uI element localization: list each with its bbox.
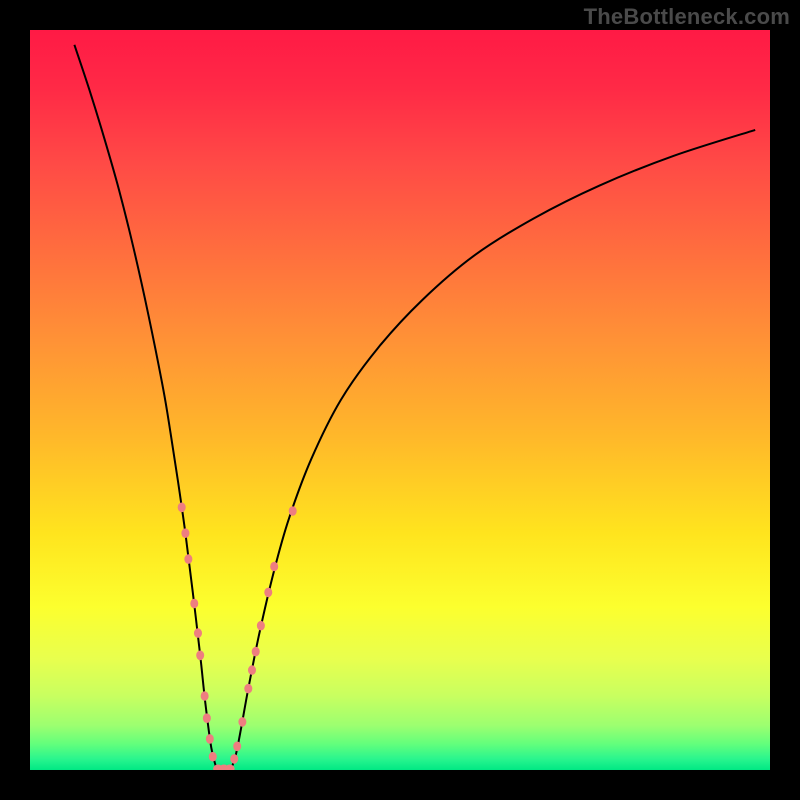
- scatter-marker: [233, 742, 241, 752]
- scatter-marker: [209, 752, 217, 762]
- scatter-marker: [190, 599, 198, 609]
- scatter-marker: [230, 754, 238, 764]
- chart-frame: TheBottleneck.com: [0, 0, 800, 800]
- scatter-marker: [238, 717, 246, 727]
- scatter-marker: [270, 562, 278, 572]
- scatter-marker: [248, 665, 256, 675]
- scatter-marker: [206, 734, 214, 744]
- scatter-marker: [201, 691, 209, 701]
- chart-svg: [0, 0, 800, 800]
- scatter-marker: [244, 684, 252, 694]
- scatter-marker: [252, 647, 260, 657]
- scatter-marker: [196, 651, 204, 661]
- scatter-marker: [203, 713, 211, 723]
- scatter-marker: [181, 528, 189, 538]
- scatter-marker: [264, 588, 272, 598]
- scatter-marker: [194, 628, 202, 638]
- scatter-marker: [257, 621, 265, 631]
- scatter-marker: [184, 554, 192, 564]
- watermark-text: TheBottleneck.com: [584, 4, 790, 30]
- plot-background: [30, 30, 770, 770]
- scatter-marker: [178, 503, 186, 513]
- scatter-marker: [289, 506, 297, 516]
